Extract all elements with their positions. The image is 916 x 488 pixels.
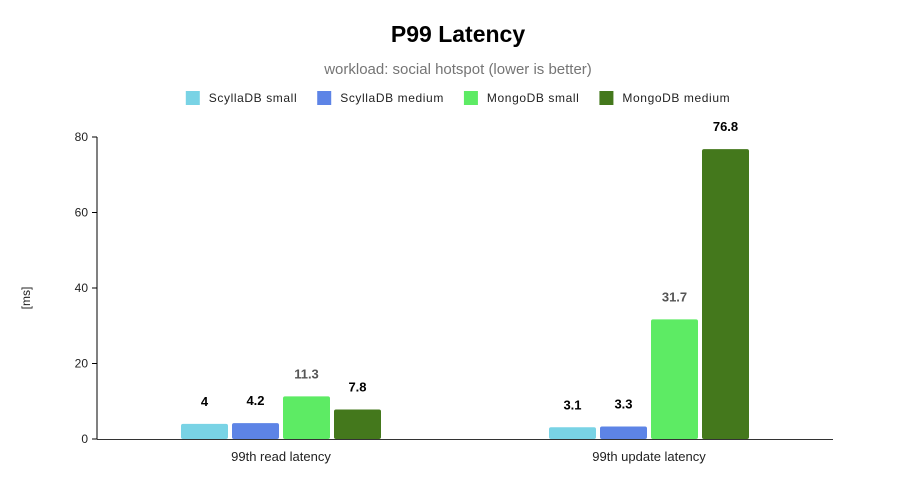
x-category-label: 99th update latency (592, 449, 706, 464)
legend: ScyllaDB small ScyllaDB medium MongoDB sma… (185, 91, 730, 105)
chart-subtitle: workload: social hotspot (lower is bette… (323, 61, 592, 78)
bar (232, 423, 279, 439)
legend-item: MongoDB small (463, 91, 580, 105)
legend-label: ScyllaDB medium (340, 91, 444, 105)
data-label: 3.1 (563, 397, 581, 412)
legend-item: ScyllaDB medium (317, 91, 444, 105)
data-label: 4 (201, 394, 209, 409)
legend-item: ScyllaDB small (185, 91, 297, 105)
data-label: 11.3 (294, 366, 319, 381)
bar (600, 426, 647, 439)
y-tick-label: 60 (75, 206, 89, 220)
y-tick-label: 0 (81, 432, 88, 446)
bar (549, 427, 596, 439)
data-label: 7.8 (348, 380, 366, 395)
legend-swatch (317, 91, 332, 105)
data-label: 3.3 (614, 397, 632, 412)
y-tick-label: 80 (75, 130, 89, 144)
y-tick-label: 40 (75, 281, 89, 295)
bars: 4 4.2 11.3 7.8 99th read latency 3.1 3.3 31.7 76… (181, 119, 749, 464)
bar (651, 319, 698, 439)
x-category-label: 99th read latency (231, 449, 331, 464)
chart-title: P99 Latency (391, 21, 525, 47)
legend-label: MongoDB small (487, 91, 580, 105)
data-label: 76.8 (713, 119, 738, 134)
bar (702, 149, 749, 439)
legend-label: MongoDB medium (622, 91, 730, 105)
axes: 0 20 40 60 80 (75, 130, 833, 446)
bar (334, 409, 381, 439)
data-label: 31.7 (662, 289, 687, 304)
bar (181, 423, 228, 439)
legend-item: MongoDB medium (599, 91, 730, 105)
legend-swatch (463, 91, 478, 105)
legend-label: ScyllaDB small (209, 91, 297, 105)
legend-swatch (185, 91, 200, 105)
y-tick-label: 20 (75, 357, 89, 371)
bar (283, 396, 330, 439)
data-label: 4.2 (246, 393, 264, 408)
legend-swatch (599, 91, 614, 105)
y-axis-label: [ms] (19, 287, 33, 310)
